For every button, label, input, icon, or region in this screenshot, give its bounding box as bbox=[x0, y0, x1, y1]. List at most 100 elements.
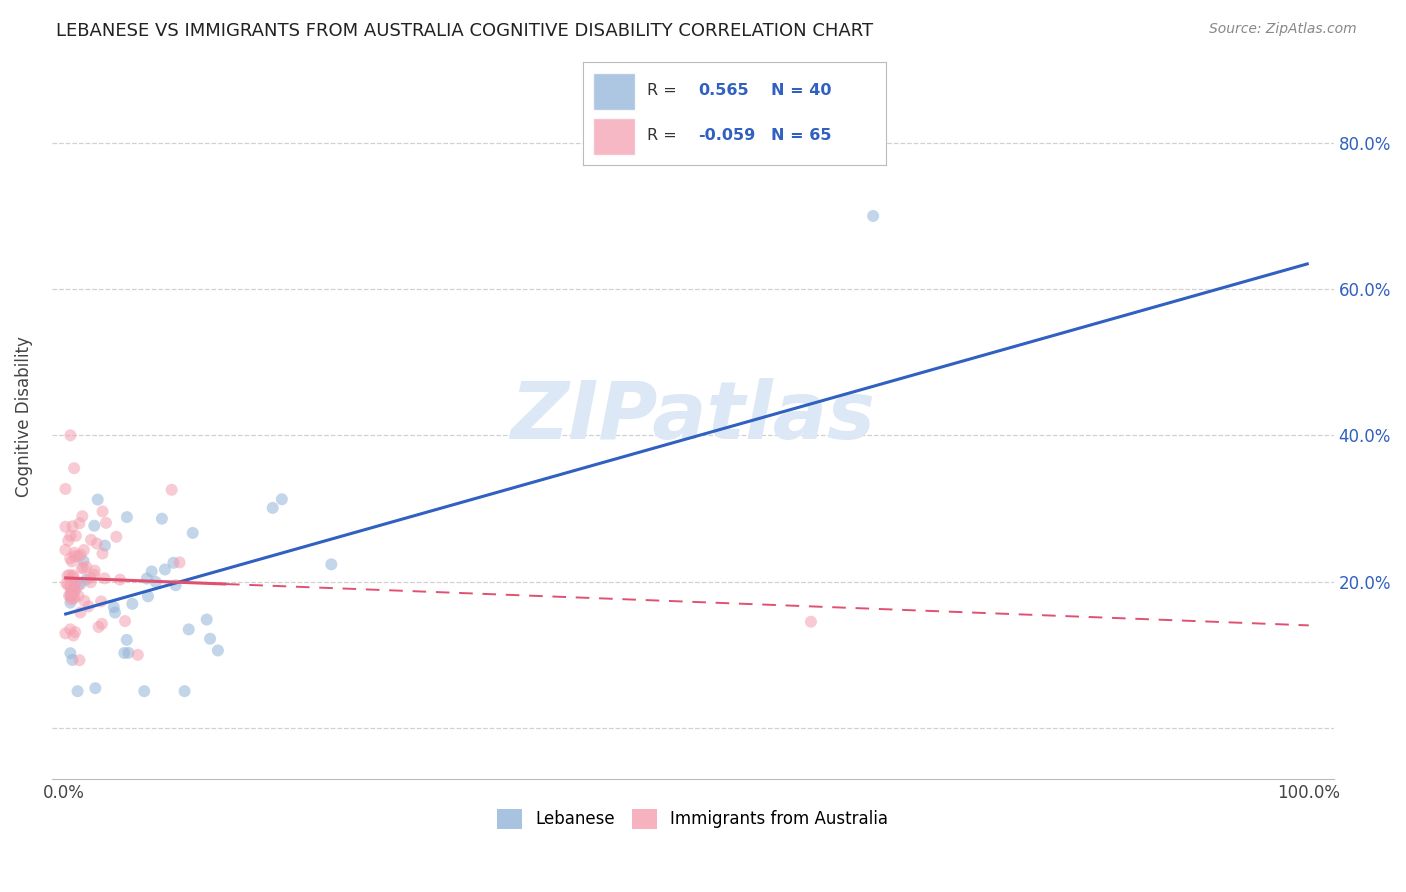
Point bbox=[165, 578, 187, 592]
Point bbox=[55, 520, 77, 534]
Point bbox=[63, 584, 86, 599]
Point bbox=[62, 570, 84, 584]
Point bbox=[173, 684, 195, 698]
Point bbox=[79, 571, 101, 585]
Point bbox=[75, 573, 97, 587]
Point bbox=[83, 564, 105, 578]
Point bbox=[60, 554, 83, 568]
Point bbox=[67, 578, 90, 592]
Point bbox=[135, 572, 157, 586]
Point bbox=[59, 646, 82, 660]
Point bbox=[145, 574, 167, 589]
Point bbox=[62, 519, 84, 533]
Point bbox=[84, 681, 107, 696]
Point bbox=[62, 653, 84, 667]
Point bbox=[60, 592, 83, 607]
Point bbox=[115, 510, 138, 524]
Point bbox=[153, 562, 176, 576]
Point bbox=[58, 568, 80, 582]
Point bbox=[198, 632, 221, 646]
Point bbox=[94, 539, 117, 553]
Text: 0.565: 0.565 bbox=[699, 83, 749, 97]
Point bbox=[63, 549, 86, 563]
Point bbox=[73, 594, 96, 608]
Point bbox=[58, 533, 80, 548]
Point bbox=[69, 577, 91, 591]
Point bbox=[800, 615, 823, 629]
Point bbox=[59, 551, 82, 566]
Point bbox=[59, 529, 82, 543]
Point bbox=[55, 626, 77, 640]
Point bbox=[63, 461, 86, 475]
Point bbox=[75, 560, 97, 574]
Point bbox=[66, 684, 89, 698]
Point bbox=[67, 589, 90, 603]
Point bbox=[86, 492, 108, 507]
Point bbox=[90, 594, 112, 608]
Point bbox=[136, 590, 159, 604]
Point bbox=[115, 632, 138, 647]
Point bbox=[63, 576, 86, 591]
Point bbox=[62, 590, 84, 604]
Point bbox=[63, 546, 86, 560]
Point bbox=[55, 482, 77, 496]
Point bbox=[77, 599, 100, 614]
Text: R =: R = bbox=[647, 128, 682, 143]
Point bbox=[56, 578, 79, 592]
Point bbox=[177, 623, 200, 637]
Legend: Lebanese, Immigrants from Australia: Lebanese, Immigrants from Australia bbox=[491, 802, 894, 836]
Point bbox=[69, 516, 91, 531]
Point bbox=[58, 589, 80, 603]
Point bbox=[262, 500, 284, 515]
Point bbox=[83, 567, 105, 582]
Text: R =: R = bbox=[647, 83, 682, 97]
Point bbox=[150, 511, 173, 525]
Point bbox=[59, 596, 82, 610]
Point bbox=[80, 533, 103, 547]
Point bbox=[114, 614, 136, 628]
Point bbox=[70, 561, 93, 575]
Point bbox=[127, 648, 149, 662]
Point bbox=[62, 568, 84, 582]
Point bbox=[103, 600, 125, 615]
Point bbox=[87, 620, 110, 634]
Point bbox=[60, 584, 83, 599]
Point bbox=[121, 597, 143, 611]
Point bbox=[63, 625, 86, 640]
Point bbox=[160, 483, 183, 497]
Point bbox=[72, 509, 94, 524]
Point bbox=[93, 571, 115, 585]
Point bbox=[90, 616, 112, 631]
Point bbox=[59, 428, 82, 442]
Y-axis label: Cognitive Disability: Cognitive Disability bbox=[15, 336, 32, 498]
Point bbox=[195, 613, 218, 627]
Point bbox=[321, 558, 343, 572]
Text: N = 40: N = 40 bbox=[770, 83, 831, 97]
Point bbox=[79, 575, 101, 590]
Point bbox=[162, 556, 184, 570]
Text: N = 65: N = 65 bbox=[770, 128, 831, 143]
Point bbox=[63, 577, 86, 591]
Point bbox=[91, 547, 114, 561]
Point bbox=[112, 646, 135, 660]
Text: LEBANESE VS IMMIGRANTS FROM AUSTRALIA COGNITIVE DISABILITY CORRELATION CHART: LEBANESE VS IMMIGRANTS FROM AUSTRALIA CO… bbox=[56, 22, 873, 40]
Point bbox=[72, 554, 94, 568]
Point bbox=[134, 684, 156, 698]
Point bbox=[63, 583, 86, 598]
Text: ZIPatlas: ZIPatlas bbox=[510, 378, 875, 456]
Text: Source: ZipAtlas.com: Source: ZipAtlas.com bbox=[1209, 22, 1357, 37]
Point bbox=[62, 628, 84, 642]
Point bbox=[91, 504, 114, 518]
Point bbox=[60, 589, 83, 603]
Point bbox=[55, 576, 77, 591]
Point bbox=[56, 569, 79, 583]
Point bbox=[59, 579, 82, 593]
Point bbox=[69, 548, 91, 562]
Point bbox=[65, 529, 87, 543]
Point bbox=[94, 516, 117, 530]
Point bbox=[62, 591, 84, 606]
FancyBboxPatch shape bbox=[592, 118, 636, 155]
Point bbox=[108, 573, 131, 587]
Point bbox=[55, 543, 77, 558]
Point bbox=[67, 653, 90, 667]
